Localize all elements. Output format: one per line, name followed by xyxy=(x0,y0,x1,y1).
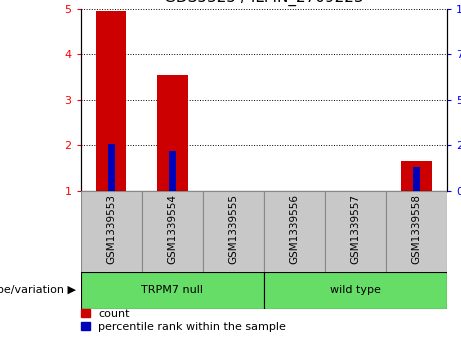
Bar xyxy=(264,191,325,272)
Bar xyxy=(386,191,447,272)
Legend: count, percentile rank within the sample: count, percentile rank within the sample xyxy=(81,309,286,332)
Text: TRPM7 null: TRPM7 null xyxy=(142,285,203,295)
Bar xyxy=(107,144,115,191)
Bar xyxy=(142,191,203,272)
Text: GSM1339554: GSM1339554 xyxy=(167,194,177,264)
Bar xyxy=(325,191,386,272)
Bar xyxy=(96,11,126,191)
Bar xyxy=(81,272,264,309)
Bar xyxy=(157,75,188,191)
Bar xyxy=(402,161,432,191)
Bar xyxy=(81,191,142,272)
Bar xyxy=(264,272,447,309)
Text: GSM1339558: GSM1339558 xyxy=(412,194,422,264)
Text: GSM1339556: GSM1339556 xyxy=(290,194,300,264)
Text: wild type: wild type xyxy=(330,285,381,295)
Bar xyxy=(169,151,176,191)
Text: GSM1339557: GSM1339557 xyxy=(350,194,361,264)
Text: GSM1339555: GSM1339555 xyxy=(228,194,238,264)
Text: genotype/variation ▶: genotype/variation ▶ xyxy=(0,285,76,295)
Title: GDS5325 / ILMN_2709223: GDS5325 / ILMN_2709223 xyxy=(164,0,364,6)
Bar xyxy=(203,191,264,272)
Text: GSM1339553: GSM1339553 xyxy=(106,194,116,264)
Bar xyxy=(413,167,420,191)
